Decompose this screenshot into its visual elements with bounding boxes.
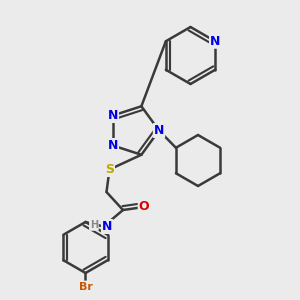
Text: N: N: [102, 220, 112, 233]
Text: N: N: [108, 139, 118, 152]
Text: N: N: [210, 35, 220, 48]
Text: Br: Br: [79, 281, 92, 292]
Text: O: O: [139, 200, 149, 214]
Text: N: N: [108, 109, 118, 122]
Text: N: N: [154, 124, 164, 137]
Text: S: S: [105, 163, 114, 176]
Text: H: H: [90, 220, 98, 230]
